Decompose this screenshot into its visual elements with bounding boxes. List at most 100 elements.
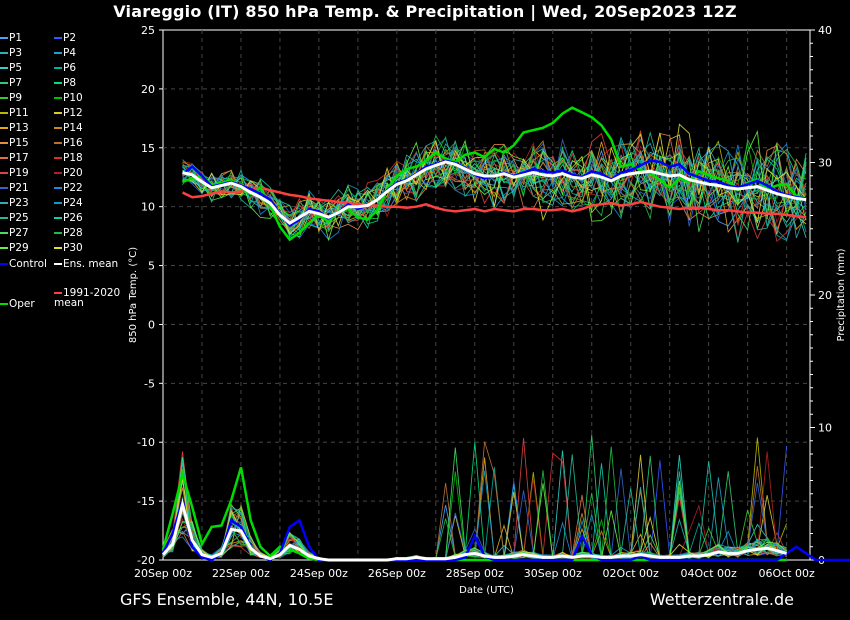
legend-item-p13: P13	[0, 122, 29, 134]
legend-swatch	[54, 157, 62, 159]
legend-item-p30: P30	[54, 242, 83, 254]
legend-swatch	[0, 303, 8, 305]
legend-label: P21	[9, 182, 29, 194]
legend-swatch	[0, 157, 8, 159]
legend-item-p14: P14	[54, 122, 83, 134]
legend-label: P1	[9, 32, 23, 44]
legend-swatch	[0, 67, 8, 69]
legend-label: P14	[63, 122, 83, 134]
legend-swatch	[54, 142, 62, 144]
legend-label: Ens. mean	[63, 258, 119, 270]
legend-item-p2: P2	[54, 32, 76, 44]
legend-item-p3: P3	[0, 47, 22, 59]
legend-label: P10	[63, 92, 83, 104]
legend-item-p28: P28	[54, 227, 83, 239]
legend-item-p27: P27	[0, 227, 29, 239]
legend-swatch	[54, 67, 62, 69]
y-tick-label: -10	[137, 436, 155, 449]
legend-label: P4	[63, 47, 77, 59]
y-tick-label: 0	[148, 318, 155, 331]
legend-swatch	[54, 187, 62, 189]
y-axis-label: 850 hPa Temp. (°C)	[128, 247, 139, 343]
x-tick-label: 04Oct 00z	[681, 567, 738, 580]
legend-swatch	[54, 202, 62, 204]
legend-label: P24	[63, 197, 83, 209]
control-precip-line	[161, 500, 850, 562]
legend-swatch	[0, 172, 8, 174]
member-temp-line	[182, 129, 807, 242]
y2-tick-label: 10	[818, 422, 832, 435]
legend-item-p7: P7	[0, 77, 22, 89]
legend-label: P26	[63, 212, 83, 224]
y-tick-label: 20	[141, 83, 155, 96]
site-credit: Wetterzentrale.de	[649, 590, 794, 609]
legend-label: P8	[63, 77, 77, 89]
legend-item-p9: P9	[0, 92, 22, 104]
y-tick-label: -20	[137, 554, 155, 567]
oper-temp-line	[182, 106, 807, 242]
member-temp-line	[182, 143, 807, 234]
legend-swatch	[54, 97, 62, 99]
x-tick-label: 22Sep 00z	[212, 567, 270, 580]
legend-swatch	[0, 187, 8, 189]
member-temp-line	[182, 130, 807, 243]
legend-label: P12	[63, 107, 83, 119]
legend-item-p15: P15	[0, 137, 29, 149]
y-tick-label: -5	[144, 377, 155, 390]
legend-item-climate: 1991-2020 mean	[54, 288, 124, 310]
legend-label: P20	[63, 167, 83, 179]
ens-mean-precip-line	[161, 498, 788, 562]
legend-item-control: Control	[0, 258, 47, 270]
legend-item-p24: P24	[54, 197, 83, 209]
legend-swatch	[54, 217, 62, 219]
legend-item-p12: P12	[54, 107, 83, 119]
y-tick-label: 5	[148, 260, 155, 273]
legend-label: P2	[63, 32, 77, 44]
legend-item-p20: P20	[54, 167, 83, 179]
legend-label: P11	[9, 107, 29, 119]
legend-item-p22: P22	[54, 182, 83, 194]
x-tick-label: 26Sep 00z	[368, 567, 426, 580]
legend-swatch	[0, 127, 8, 129]
legend-swatch	[0, 202, 8, 204]
legend-swatch	[0, 247, 8, 249]
legend-swatch	[0, 142, 8, 144]
legend-swatch	[0, 37, 8, 39]
legend-label: P3	[9, 47, 23, 59]
legend-item-p8: P8	[54, 77, 76, 89]
legend-item-p21: P21	[0, 182, 29, 194]
legend-label: P22	[63, 182, 83, 194]
legend-item-p17: P17	[0, 152, 29, 164]
legend-swatch	[54, 112, 62, 114]
legend-item-p1: P1	[0, 32, 22, 44]
legend-swatch	[54, 172, 62, 174]
legend-label: P19	[9, 167, 29, 179]
legend-swatch	[0, 97, 8, 99]
y2-axis-label: Precipitation (mm)	[836, 248, 847, 341]
legend-item-ens-mean: Ens. mean	[54, 258, 118, 270]
legend-item-p29: P29	[0, 242, 29, 254]
y-tick-label: -15	[137, 495, 155, 508]
y2-tick-label: 40	[818, 24, 832, 37]
legend-swatch	[54, 232, 62, 234]
legend-label: P7	[9, 77, 23, 89]
x-tick-label: 06Oct 00z	[758, 567, 815, 580]
legend-swatch	[54, 127, 62, 129]
legend-label: P23	[9, 197, 29, 209]
climate-mean-line	[181, 186, 807, 219]
legend-swatch	[0, 112, 8, 114]
legend-label: P30	[63, 242, 83, 254]
legend-label: P17	[9, 152, 29, 164]
legend-swatch	[0, 217, 8, 219]
legend-swatch	[0, 52, 8, 54]
legend-swatch	[0, 263, 8, 265]
x-tick-label: 20Sep 00z	[134, 567, 192, 580]
legend-swatch	[54, 263, 62, 265]
legend-label: P13	[9, 122, 29, 134]
legend-swatch	[54, 37, 62, 39]
legend-item-p19: P19	[0, 167, 29, 179]
legend-item-p11: P11	[0, 107, 29, 119]
ens-mean-temp-line	[182, 160, 807, 226]
legend-label: P18	[63, 152, 83, 164]
